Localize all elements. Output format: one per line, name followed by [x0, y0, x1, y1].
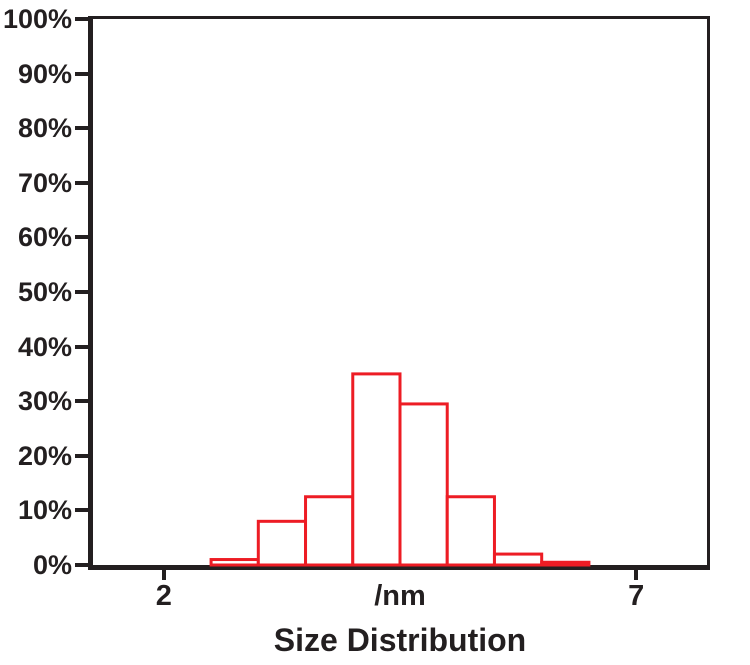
y-tick-mark: [75, 344, 89, 349]
y-tick-mark: [75, 17, 89, 21]
chart-title: Size Distribution: [273, 622, 527, 658]
y-tick-label: 40%: [17, 331, 72, 362]
y-tick-label: 100%: [2, 4, 72, 34]
x-tick-mark: [161, 570, 166, 580]
y-tick-mark: [75, 563, 89, 567]
y-tick-mark: [75, 399, 89, 404]
y-tick-mark: [75, 235, 89, 240]
histogram-bar: [445, 495, 496, 567]
histogram-bars: [209, 372, 591, 567]
y-tick-label: 70%: [17, 167, 72, 198]
y-tick-mark: [75, 290, 89, 294]
x-axis-unit-label: /nm: [374, 580, 426, 612]
histogram-bar: [492, 552, 544, 567]
y-tick-label: 10%: [17, 495, 72, 526]
histogram-bar: [209, 558, 260, 567]
histogram-bar: [398, 402, 449, 567]
histogram-bar: [256, 519, 308, 567]
histogram-bar: [304, 495, 355, 567]
y-tick-label: 0%: [32, 550, 72, 580]
y-tick-label: 80%: [17, 113, 72, 144]
y-tick-mark: [75, 126, 89, 131]
y-tick-label: 90%: [17, 58, 72, 89]
x-tick-label: 2: [155, 580, 172, 612]
x-tick-label: 7: [628, 580, 645, 612]
y-tick-mark: [75, 71, 89, 76]
y-tick-label: 30%: [17, 386, 72, 417]
y-tick-mark: [75, 180, 89, 185]
histogram-bar: [540, 560, 591, 567]
y-tick-mark: [75, 453, 89, 458]
y-tick-label: 60%: [17, 222, 72, 253]
y-tick-label: 20%: [17, 440, 72, 471]
histogram-bar: [351, 372, 402, 567]
x-tick-mark: [634, 570, 639, 580]
y-tick-label: 50%: [17, 277, 72, 307]
y-tick-mark: [75, 508, 89, 513]
